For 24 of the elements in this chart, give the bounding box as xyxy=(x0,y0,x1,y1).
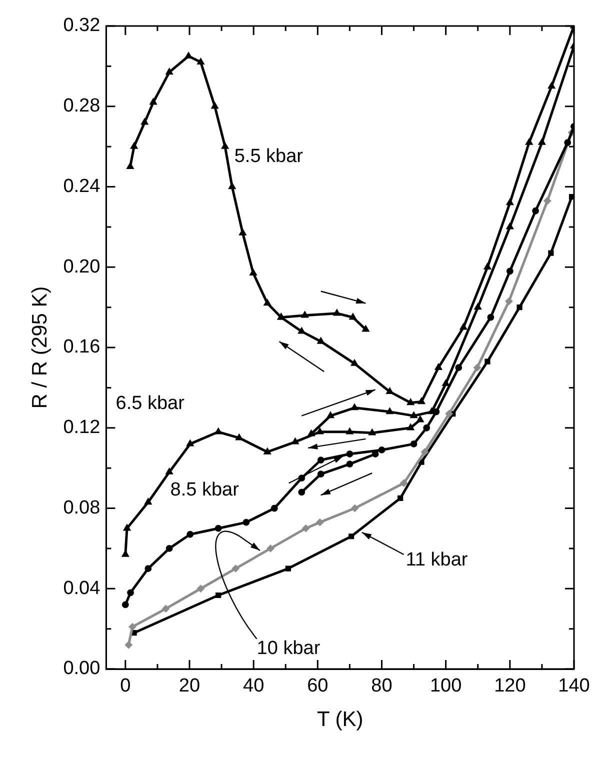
annotation: 6.5 kbar xyxy=(116,392,186,414)
annotation: 8.5 kbar xyxy=(170,479,240,500)
y-tick-label: 0.24 xyxy=(63,176,101,197)
x-tick-label: 0 xyxy=(120,676,131,697)
x-tick-label: 80 xyxy=(371,676,392,697)
x-tick-label: 120 xyxy=(494,676,526,697)
y-tick-label: 0.32 xyxy=(63,15,100,36)
y-tick-label: 0.16 xyxy=(63,336,100,358)
y-tick-label: 0.20 xyxy=(63,256,100,278)
x-tick-label: 60 xyxy=(307,676,328,697)
y-tick-label: 0.28 xyxy=(63,96,100,117)
y-tick-label: 0.04 xyxy=(63,578,101,599)
x-tick-label: 140 xyxy=(558,676,590,697)
x-tick-label: 100 xyxy=(430,676,462,697)
y-axis-title: R / R (295 K) xyxy=(28,286,52,409)
x-tick-label: 40 xyxy=(243,676,264,697)
annotation: 11 kbar xyxy=(406,550,468,571)
x-axis-title: T (K) xyxy=(316,708,364,732)
x-tick-label: 20 xyxy=(178,676,200,697)
annotation: 10 kbar xyxy=(256,638,321,660)
y-tick-label: 0.08 xyxy=(63,497,100,518)
annotation: 5.5 kbar xyxy=(234,146,304,167)
y-tick-label: 0.00 xyxy=(63,658,100,680)
y-tick-label: 0.12 xyxy=(63,417,100,438)
